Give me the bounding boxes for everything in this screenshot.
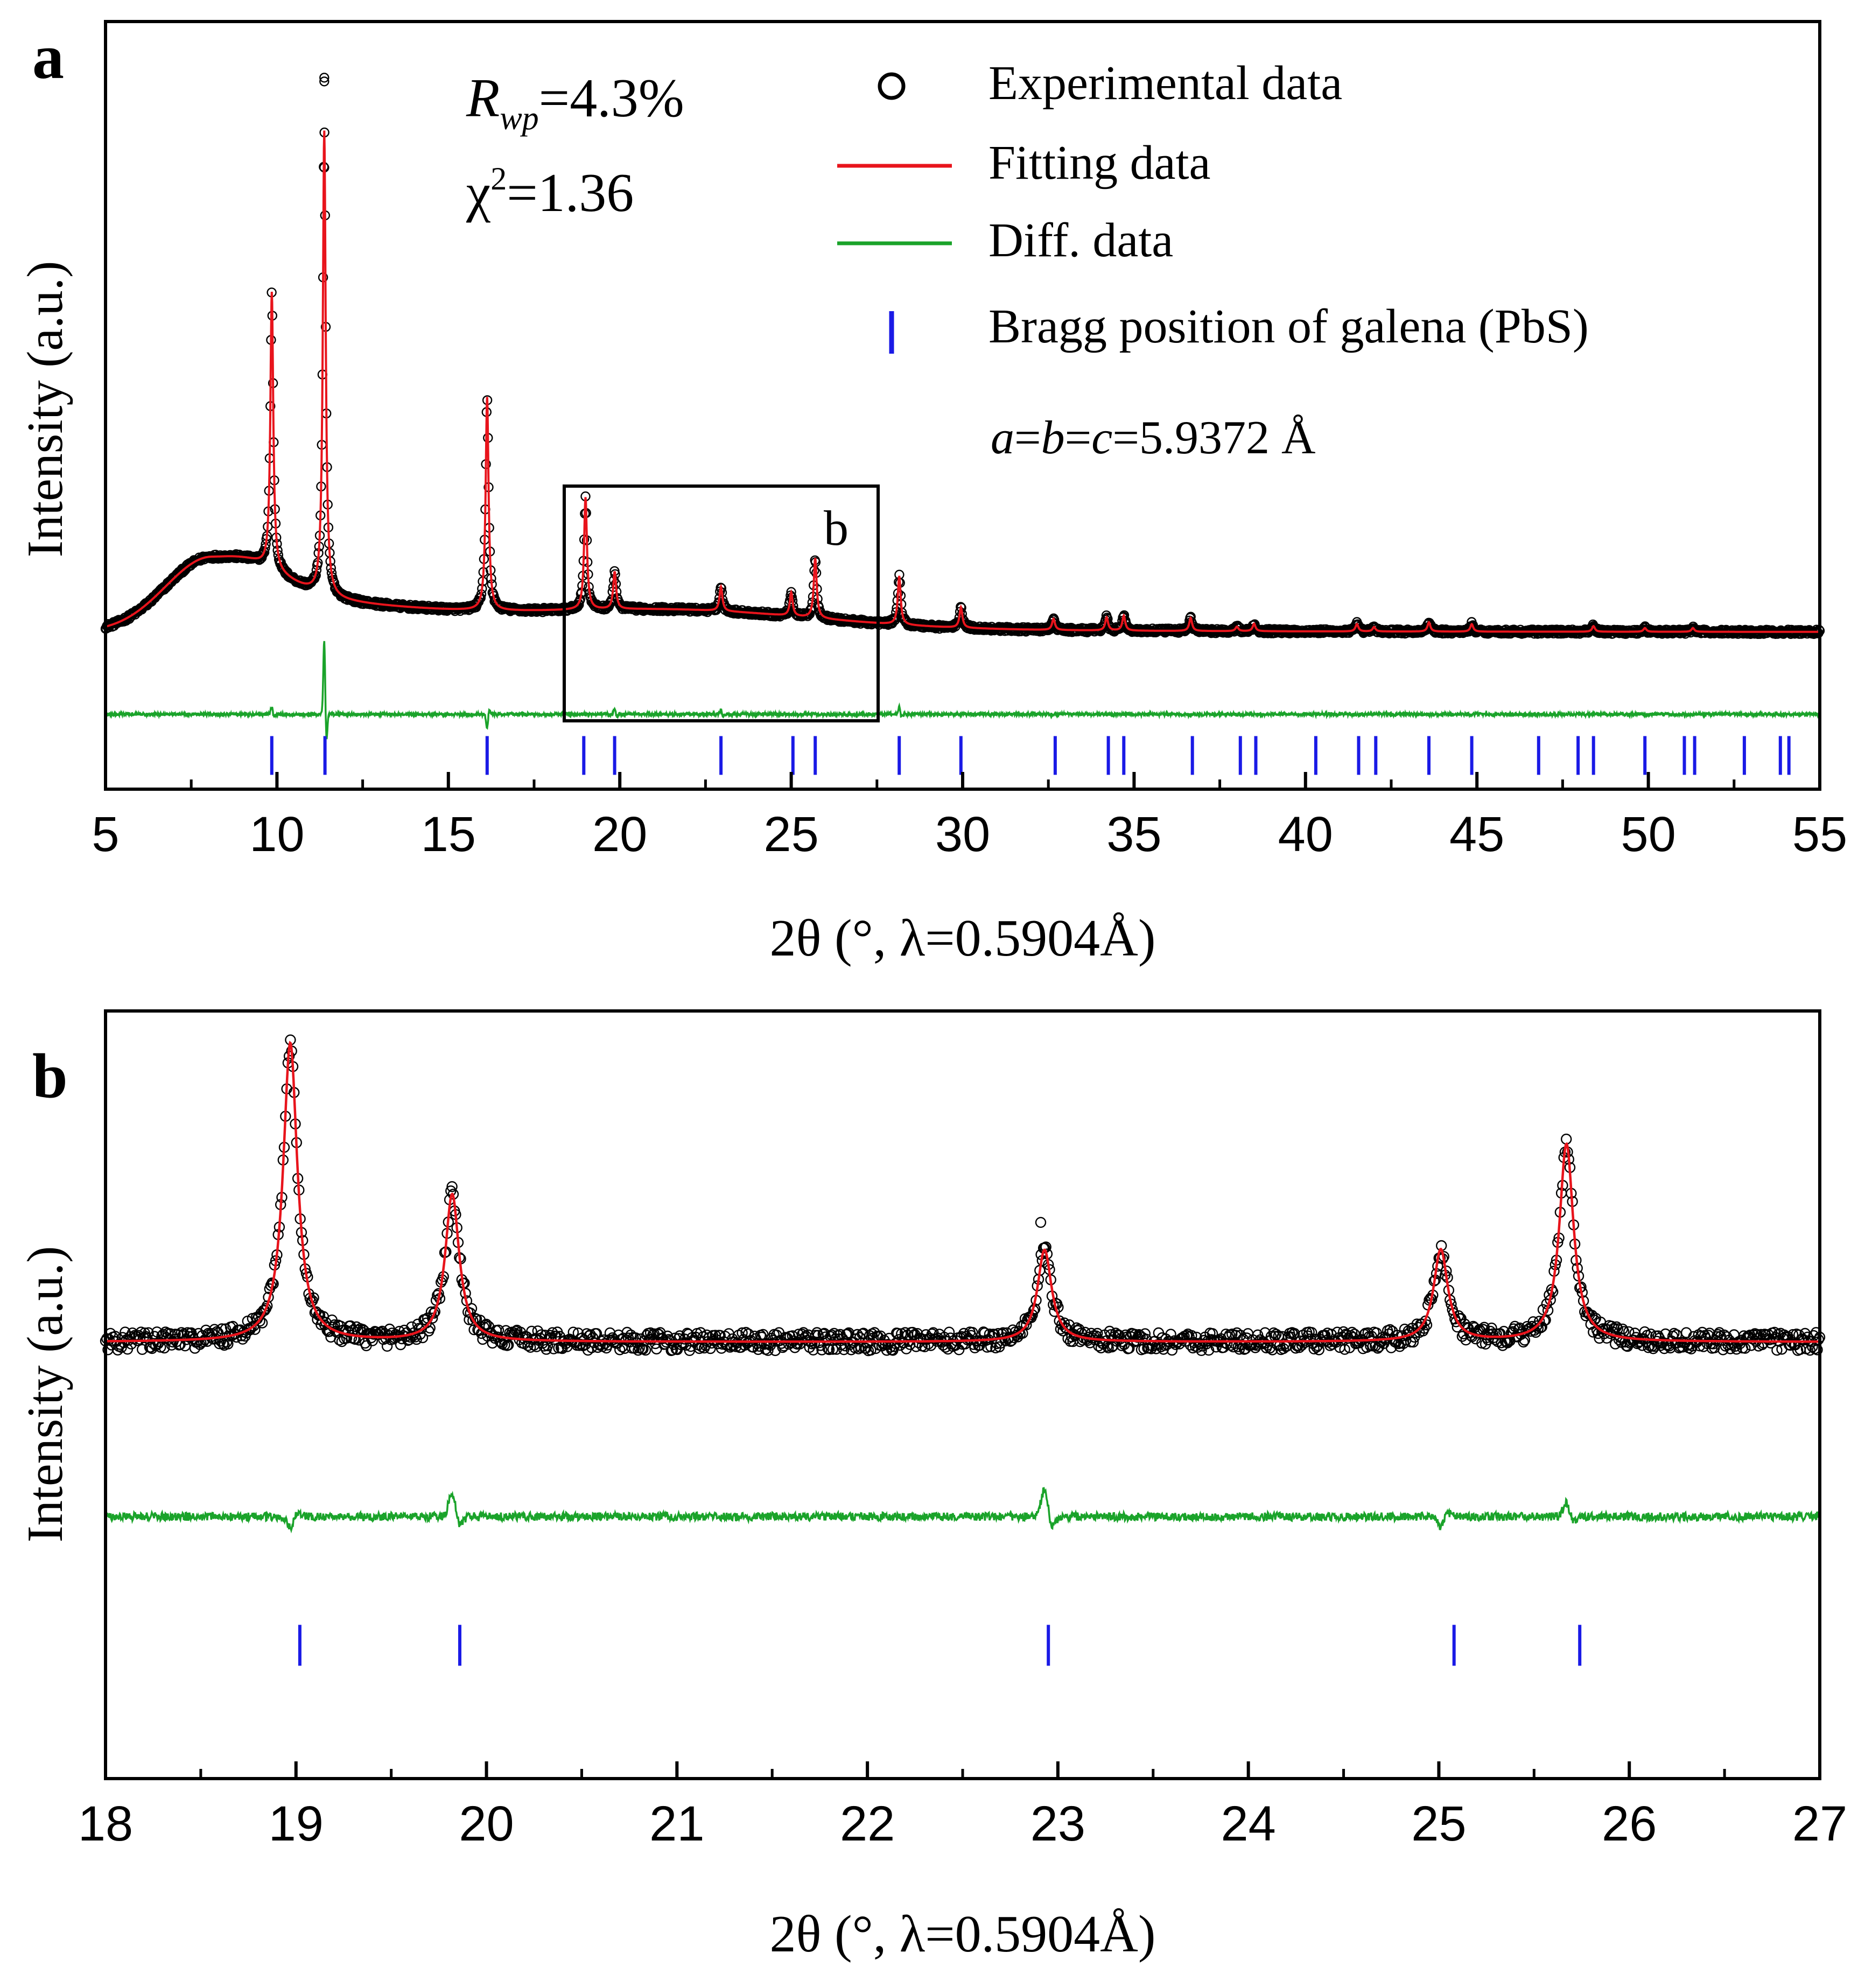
bragg-positions: [270, 736, 1791, 775]
panel-a-x-axis-ticks: 5 10 15 20 25 30 35 40 45 50 55: [92, 772, 1847, 862]
experimental-data-series: [100, 1034, 1826, 1357]
legend-label-bragg: Bragg position of galena (PbS): [988, 300, 1589, 353]
x-axis-tick-label: 26: [1602, 1796, 1657, 1851]
legend-item-difference: Diff. data: [837, 214, 1173, 267]
legend-label-fitting: Fitting data: [988, 136, 1210, 189]
panel-b: b 18 19 20 21 22 23 24 25 26 27 Intensity (a.u.) …: [17, 1009, 1847, 1963]
x-axis-tick-label: 20: [592, 807, 647, 862]
legend-item-bragg: Bragg position of galena (PbS): [889, 300, 1589, 354]
panel-b-label: b: [32, 1041, 68, 1111]
panel-a-data-layer: [100, 73, 1825, 775]
x-axis-tick-label: 45: [1449, 807, 1504, 862]
experimental-data-point: [1680, 1327, 1692, 1338]
x-axis-tick-label: 30: [935, 807, 990, 862]
x-axis-tick-label: 35: [1106, 807, 1161, 862]
legend-label-difference: Diff. data: [988, 214, 1173, 267]
fitting-data-line: [105, 130, 1820, 633]
difference-data-line: [104, 1487, 1821, 1534]
legend-item-experimental: Experimental data: [878, 57, 1342, 110]
x-axis-tick-label: 15: [421, 807, 476, 862]
open-circle-marker-icon: [878, 72, 906, 100]
rwp-statistic: Rwp=4.3%: [466, 68, 684, 137]
x-axis-tick-label: 22: [840, 1796, 895, 1851]
lattice-parameters: a=b=c=5.9372 Å: [991, 412, 1316, 464]
bragg-positions: [298, 1625, 1582, 1666]
fitting-data-line: [106, 1041, 1820, 1343]
legend-item-fitting: Fitting data: [837, 136, 1210, 189]
panel-a-y-axis-label: Intensity (a.u.): [17, 261, 73, 558]
x-axis-tick-label: 40: [1278, 807, 1333, 862]
legend: Experimental data Fitting data Diff. dat…: [837, 57, 1589, 354]
chi-square-statistic: χ2=1.36: [466, 161, 634, 223]
x-axis-tick-label: 25: [763, 807, 818, 862]
x-axis-tick-label: 10: [249, 807, 304, 862]
panel-a-x-axis-label: 2θ (°, λ=0.5904Å): [770, 909, 1156, 967]
x-axis-tick-label: 20: [459, 1796, 514, 1851]
x-axis-tick-label: 18: [78, 1796, 133, 1851]
x-axis-tick-label: 24: [1221, 1796, 1275, 1851]
panel-b-x-axis-label: 2θ (°, λ=0.5904Å): [770, 1905, 1156, 1963]
panel-b-data-layer: [100, 1034, 1826, 1666]
panel-b-y-axis-label: Intensity (a.u.): [17, 1246, 73, 1543]
panel-a-plot-frame: [104, 20, 1821, 791]
x-axis-tick-label: 21: [649, 1796, 704, 1851]
panel-b-x-axis-ticks: 18 19 20 21 22 23 24 25 26 27: [78, 1761, 1847, 1851]
experimental-data-point: [1560, 1133, 1572, 1145]
x-axis-tick-label: 5: [92, 807, 119, 862]
legend-label-experimental: Experimental data: [988, 57, 1342, 110]
x-axis-tick-label: 27: [1792, 1796, 1847, 1851]
panel-a: a b 5 10 15 20 25 30 35 40 45 50 55 Intensity (a.u…: [17, 20, 1847, 967]
x-axis-tick-label: 55: [1792, 807, 1847, 862]
x-axis-tick-label: 25: [1411, 1796, 1466, 1851]
experimental-data-series: [100, 73, 1825, 640]
difference-data-line: [104, 641, 1821, 740]
panel-b-plot-frame: [104, 1009, 1821, 1780]
experimental-data-point: [1035, 1217, 1047, 1228]
x-axis-tick-label: 23: [1030, 1796, 1085, 1851]
panel-a-zoom-box-label: b: [824, 501, 849, 556]
x-axis-tick-label: 19: [269, 1796, 324, 1851]
panel-a-label: a: [32, 22, 64, 92]
x-axis-tick-label: 50: [1621, 807, 1675, 862]
